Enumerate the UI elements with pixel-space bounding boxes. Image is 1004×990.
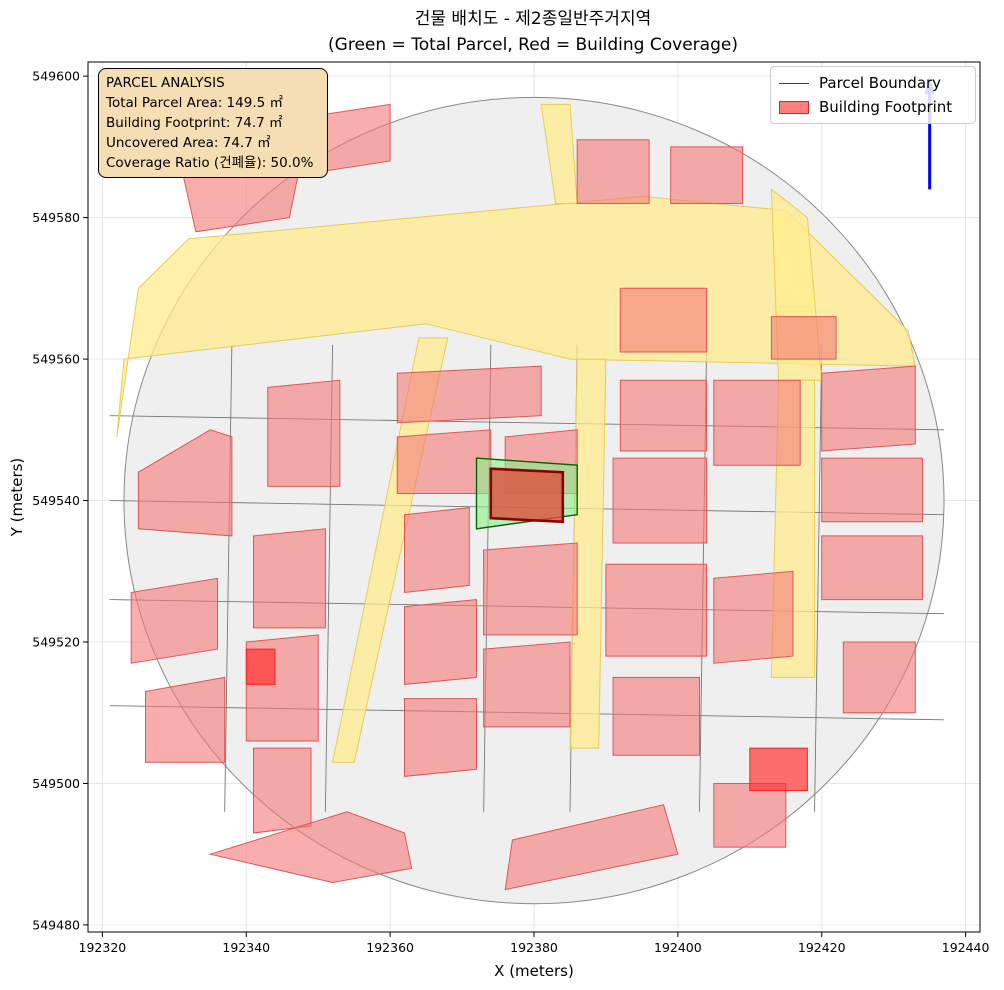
x-tick-label: 192340 xyxy=(222,940,270,955)
building-footprint xyxy=(619,379,708,452)
building-footprint xyxy=(821,457,923,523)
legend-item-parcel: Parcel Boundary xyxy=(779,71,967,95)
chart-title-line2: (Green = Total Parcel, Red = Building Co… xyxy=(328,35,738,55)
legend: Parcel Boundary Building Footprint xyxy=(770,66,976,124)
building-footprint xyxy=(612,457,708,544)
x-tick-label: 192400 xyxy=(654,940,702,955)
info-total-area: Total Parcel Area: 149.5 ㎡ xyxy=(106,95,283,111)
info-heading: PARCEL ANALYSIS xyxy=(106,75,225,91)
building-footprint xyxy=(137,429,233,537)
building-footprint xyxy=(670,146,744,204)
building-footprint xyxy=(842,641,916,714)
y-tick-label: 549520 xyxy=(32,635,80,650)
building-footprint xyxy=(483,542,578,636)
building-footprint xyxy=(770,316,837,360)
x-axis-ticks: 192320 192340 192360 192380 192400 192420 1924… xyxy=(79,932,990,955)
building-footprint xyxy=(612,676,700,756)
target-building xyxy=(489,467,565,524)
x-tick-label: 192440 xyxy=(942,940,990,955)
legend-parcel-label: Parcel Boundary xyxy=(819,74,942,92)
x-tick-label: 192360 xyxy=(366,940,414,955)
info-coverage-ratio: Coverage Ratio (건폐율): 50.0% xyxy=(106,155,314,171)
building-footprint xyxy=(504,804,679,891)
target-parcel-layer xyxy=(475,457,578,530)
building-footprint xyxy=(404,698,477,777)
y-axis-ticks: 549480 549500 549520 549540 549560 549580 5496… xyxy=(32,69,88,932)
y-tick-label: 549560 xyxy=(32,352,80,367)
y-tick-label: 549500 xyxy=(32,776,80,791)
chart-title-line1: 건물 배치도 - 제2종일반주거지역 xyxy=(415,9,651,29)
building-footprint xyxy=(208,811,413,884)
parcel-line xyxy=(814,344,823,812)
building-footprint xyxy=(576,139,650,204)
building-layer xyxy=(130,103,923,891)
building-footprint xyxy=(404,599,477,685)
legend-building-swatch xyxy=(779,100,809,114)
x-tick-label: 192320 xyxy=(79,940,127,955)
x-axis-label: X (meters) xyxy=(494,962,574,980)
building-footprint xyxy=(253,528,326,629)
building-footprint xyxy=(821,535,923,601)
building-footprint xyxy=(713,570,794,664)
building-footprint-highlight xyxy=(245,648,276,685)
legend-item-building: Building Footprint xyxy=(779,95,967,119)
building-footprint xyxy=(713,379,801,466)
y-tick-label: 549540 xyxy=(32,493,80,508)
building-footprint xyxy=(713,783,787,848)
building-footprint xyxy=(396,365,542,424)
building-footprint xyxy=(483,641,571,728)
building-footprint xyxy=(145,676,226,763)
road-polygon xyxy=(116,195,916,437)
building-footprint xyxy=(605,563,708,657)
info-uncovered-area: Uncovered Area: 74.7 ㎡ xyxy=(106,135,271,151)
parcel-line xyxy=(224,344,233,812)
building-footprint-highlight xyxy=(749,747,808,791)
y-tick-label: 549600 xyxy=(32,69,80,84)
building-footprint xyxy=(130,577,218,664)
x-tick-label: 192420 xyxy=(798,940,846,955)
y-tick-label: 549480 xyxy=(32,917,80,932)
legend-building-label: Building Footprint xyxy=(819,98,953,116)
legend-parcel-swatch xyxy=(779,82,809,84)
y-axis-label: Y (meters) xyxy=(8,458,26,538)
building-footprint xyxy=(821,365,916,452)
building-footprint xyxy=(404,507,470,594)
parcel-analysis-box: PARCEL ANALYSIS Total Parcel Area: 149.5… xyxy=(98,68,328,178)
building-footprint xyxy=(267,379,341,487)
building-footprint xyxy=(253,747,312,834)
info-building-footprint: Building Footprint: 74.7 ㎡ xyxy=(106,115,283,131)
x-tick-label: 192380 xyxy=(510,940,558,955)
building-footprint xyxy=(619,287,708,353)
y-tick-label: 549580 xyxy=(32,210,80,225)
